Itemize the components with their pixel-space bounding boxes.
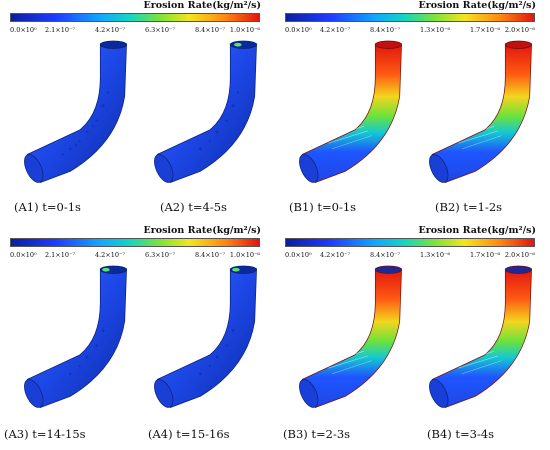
colorbar-title: Erosion Rate(kg/m²/s): [418, 225, 536, 236]
colorbar-tick: 8.4×10⁻⁷: [194, 26, 226, 34]
pipe-elbow-image: [154, 40, 257, 183]
colorbar-tick: 4.2×10⁻⁷: [319, 26, 351, 34]
colorbar: [10, 13, 260, 22]
colorbar: [10, 238, 260, 247]
panel-caption: (A2) t=4-5s: [160, 200, 227, 214]
colorbar-tick: 1.7×10⁻⁶: [469, 26, 501, 34]
colorbar-tick: 8.4×10⁻⁷: [194, 251, 226, 259]
colorbar-tick: 1.0×10⁻⁶: [229, 251, 260, 259]
panel-caption: (B3) t=2-3s: [283, 427, 351, 441]
pipe-elbow-image: [24, 265, 127, 408]
colorbar: [285, 13, 535, 22]
pipe-elbow-image: [24, 40, 127, 183]
colorbar-ticks: 0.0×10⁰ 2.1×10⁻⁷ 4.2×10⁻⁷ 6.3×10⁻⁷ 8.4×1…: [10, 26, 260, 36]
colorbar-tick: 1.3×10⁻⁶: [419, 251, 451, 259]
colorbar-title: Erosion Rate(kg/m²/s): [143, 0, 261, 11]
panel-caption: (B4) t=3-4s: [427, 427, 495, 441]
colorbar-ticks: 0.0×10⁰ 4.2×10⁻⁷ 8.4×10⁻⁷ 1.3×10⁻⁶ 1.7×1…: [285, 251, 535, 261]
pipe-elbow-image: [299, 265, 402, 408]
colorbar-tick: 1.7×10⁻⁶: [469, 251, 501, 259]
pipe-elbow-image: [154, 265, 257, 408]
pipe-elbow-image: [429, 265, 532, 408]
panel-b-top: Erosion Rate(kg/m²/s) 0.0×10⁰ 4.2×10⁻⁷ 8…: [275, 0, 550, 225]
colorbar-tick: 2.1×10⁻⁷: [44, 251, 76, 259]
colorbar-tick: 4.2×10⁻⁷: [319, 251, 351, 259]
colorbar-title: Erosion Rate(kg/m²/s): [143, 225, 261, 236]
panel-caption: (A3) t=14-15s: [4, 427, 86, 441]
colorbar-tick: 4.2×10⁻⁷: [94, 251, 126, 259]
colorbar-tick: 6.3×10⁻⁷: [144, 251, 176, 259]
colorbar-tick: 2.0×10⁻⁶: [504, 251, 535, 259]
colorbar-title: Erosion Rate(kg/m²/s): [418, 0, 536, 11]
colorbar-ticks: 0.0×10⁰ 4.2×10⁻⁷ 8.4×10⁻⁷ 1.3×10⁻⁶ 1.7×1…: [285, 26, 535, 36]
colorbar-tick: 0.0×10⁰: [10, 26, 37, 34]
colorbar-tick: 8.4×10⁻⁷: [369, 26, 401, 34]
colorbar-tick: 2.1×10⁻⁷: [44, 26, 76, 34]
colorbar-tick: 0.0×10⁰: [10, 251, 37, 259]
panel-caption: (B2) t=1-2s: [435, 200, 503, 214]
colorbar-tick: 8.4×10⁻⁷: [369, 251, 401, 259]
colorbar-tick: 2.0×10⁻⁶: [504, 26, 535, 34]
panel-b-bottom: Erosion Rate(kg/m²/s) 0.0×10⁰ 4.2×10⁻⁷ 8…: [275, 225, 550, 450]
pipe-elbow-image: [429, 40, 532, 183]
panel-caption: (A4) t=15-16s: [148, 427, 230, 441]
colorbar-ticks: 0.0×10⁰ 2.1×10⁻⁷ 4.2×10⁻⁷ 6.3×10⁻⁷ 8.4×1…: [10, 251, 260, 261]
colorbar-tick: 0.0×10⁰: [285, 26, 312, 34]
colorbar: [285, 238, 535, 247]
pipe-elbow-image: [299, 40, 402, 183]
colorbar-tick: 1.3×10⁻⁶: [419, 26, 451, 34]
panel-a-top: Erosion Rate(kg/m²/s) 0.0×10⁰ 2.1×10⁻⁷ 4…: [0, 0, 275, 225]
panel-a-bottom: Erosion Rate(kg/m²/s) 0.0×10⁰ 2.1×10⁻⁷ 4…: [0, 225, 275, 450]
colorbar-tick: 6.3×10⁻⁷: [144, 26, 176, 34]
colorbar-tick: 4.2×10⁻⁷: [94, 26, 126, 34]
panel-caption: (A1) t=0-1s: [14, 200, 81, 214]
panel-caption: (B1) t=0-1s: [289, 200, 357, 214]
colorbar-tick: 0.0×10⁰: [285, 251, 312, 259]
colorbar-tick: 1.0×10⁻⁶: [229, 26, 260, 34]
